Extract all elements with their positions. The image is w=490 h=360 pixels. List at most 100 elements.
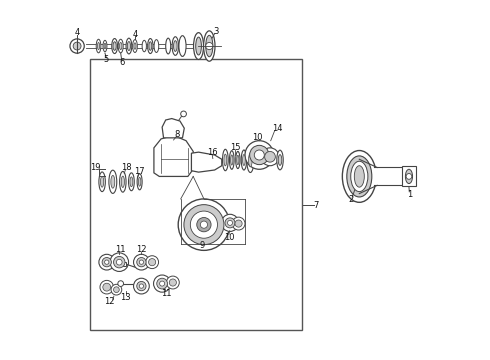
Ellipse shape — [405, 169, 413, 184]
Circle shape — [235, 220, 242, 227]
Ellipse shape — [96, 39, 101, 53]
Circle shape — [117, 259, 122, 265]
Circle shape — [190, 211, 218, 238]
Ellipse shape — [166, 38, 171, 54]
Ellipse shape — [278, 155, 282, 165]
Polygon shape — [192, 152, 222, 172]
Text: 7: 7 — [314, 201, 319, 210]
Circle shape — [100, 280, 114, 294]
Circle shape — [254, 150, 264, 160]
Bar — [402, 166, 416, 186]
Circle shape — [181, 111, 186, 117]
Polygon shape — [162, 118, 184, 138]
Ellipse shape — [130, 177, 133, 187]
Text: 18: 18 — [121, 163, 132, 172]
Circle shape — [146, 256, 159, 269]
Text: 6: 6 — [119, 58, 124, 67]
Ellipse shape — [118, 39, 123, 53]
Circle shape — [225, 218, 235, 228]
Text: 16: 16 — [207, 148, 218, 157]
Circle shape — [197, 217, 211, 232]
Text: 15: 15 — [230, 143, 240, 152]
Ellipse shape — [172, 37, 178, 55]
Text: 4: 4 — [132, 30, 138, 39]
Text: 2: 2 — [348, 195, 354, 204]
Ellipse shape — [104, 43, 106, 49]
Ellipse shape — [347, 156, 372, 197]
Ellipse shape — [98, 42, 99, 50]
Circle shape — [261, 148, 279, 166]
Text: 14: 14 — [272, 124, 282, 133]
Ellipse shape — [343, 150, 376, 202]
Ellipse shape — [354, 166, 364, 187]
Text: 10: 10 — [223, 233, 234, 242]
Circle shape — [103, 283, 111, 291]
Text: 3: 3 — [214, 27, 219, 36]
Circle shape — [118, 281, 123, 287]
Ellipse shape — [109, 170, 117, 193]
Ellipse shape — [120, 171, 126, 192]
Ellipse shape — [173, 41, 177, 51]
Ellipse shape — [222, 149, 228, 171]
Ellipse shape — [142, 40, 147, 52]
Ellipse shape — [206, 35, 213, 57]
Ellipse shape — [231, 155, 233, 165]
Circle shape — [134, 254, 149, 270]
Circle shape — [139, 284, 144, 288]
Ellipse shape — [247, 148, 254, 172]
Text: 8: 8 — [174, 130, 180, 139]
Circle shape — [265, 152, 275, 162]
Circle shape — [137, 282, 146, 291]
Ellipse shape — [351, 161, 368, 192]
Circle shape — [406, 174, 412, 179]
Text: 12: 12 — [136, 245, 147, 254]
Circle shape — [178, 199, 230, 250]
Ellipse shape — [224, 154, 227, 166]
Ellipse shape — [241, 150, 246, 170]
Circle shape — [70, 39, 84, 53]
Circle shape — [221, 214, 239, 231]
Circle shape — [110, 253, 128, 271]
Ellipse shape — [133, 40, 137, 53]
Circle shape — [134, 278, 149, 294]
Ellipse shape — [100, 176, 104, 187]
Text: 1: 1 — [407, 190, 412, 199]
Ellipse shape — [111, 175, 115, 188]
Ellipse shape — [120, 42, 122, 50]
Ellipse shape — [127, 41, 130, 50]
Circle shape — [157, 278, 168, 289]
Circle shape — [102, 257, 111, 267]
Circle shape — [153, 275, 171, 292]
Ellipse shape — [103, 40, 107, 52]
Ellipse shape — [149, 42, 152, 50]
Ellipse shape — [137, 174, 142, 190]
Circle shape — [200, 221, 207, 228]
Ellipse shape — [237, 155, 239, 165]
Circle shape — [137, 257, 146, 267]
Ellipse shape — [126, 38, 132, 54]
Bar — [123, 262, 126, 266]
Text: 12: 12 — [104, 297, 115, 306]
Ellipse shape — [134, 43, 136, 49]
Circle shape — [184, 204, 224, 245]
Circle shape — [160, 281, 165, 286]
Circle shape — [104, 260, 109, 264]
Circle shape — [227, 220, 232, 225]
Text: 11: 11 — [115, 245, 125, 254]
Circle shape — [114, 287, 119, 293]
Text: 17: 17 — [134, 167, 145, 176]
Ellipse shape — [138, 177, 141, 186]
Ellipse shape — [147, 39, 153, 54]
Ellipse shape — [128, 173, 134, 191]
Circle shape — [167, 276, 179, 289]
Ellipse shape — [194, 33, 203, 59]
Bar — [90, 59, 302, 330]
Circle shape — [245, 141, 273, 169]
Ellipse shape — [196, 37, 201, 55]
Ellipse shape — [154, 40, 159, 53]
Circle shape — [206, 42, 213, 50]
Text: 10: 10 — [252, 133, 263, 142]
Ellipse shape — [229, 151, 234, 169]
Ellipse shape — [112, 39, 118, 54]
Text: 9: 9 — [199, 240, 205, 249]
